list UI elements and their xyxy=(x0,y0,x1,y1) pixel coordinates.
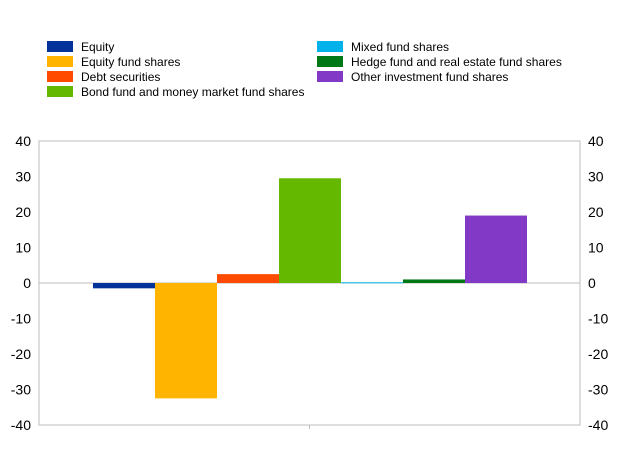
legend-item: Other investment fund shares xyxy=(317,69,508,84)
bar xyxy=(465,215,527,283)
y-tick-label-left: 20 xyxy=(15,204,31,220)
chart-bars xyxy=(93,178,527,399)
y-tick-label-right: -20 xyxy=(588,346,608,362)
y-tick-label-right: 20 xyxy=(588,204,604,220)
y-tick-label-left: 30 xyxy=(15,169,31,185)
bar xyxy=(341,282,403,284)
y-tick-label-right: -10 xyxy=(588,311,608,327)
legend-label: Debt securities xyxy=(81,69,161,84)
y-tick-label-left: 40 xyxy=(15,133,31,149)
bar xyxy=(155,283,217,399)
legend-label: Other investment fund shares xyxy=(351,69,509,84)
legend-item: Debt securities xyxy=(47,69,160,84)
y-tick-label-right: -30 xyxy=(588,382,608,398)
legend-swatch xyxy=(317,56,343,67)
chart-legend: Equity Equity fund shares Debt securities B… xyxy=(47,39,607,103)
legend-swatch xyxy=(47,56,73,67)
bar xyxy=(217,274,279,283)
y-tick-label-right: 10 xyxy=(588,240,604,256)
bar xyxy=(403,279,465,283)
legend-item: Equity fund shares xyxy=(47,54,180,69)
legend-label: Equity xyxy=(81,39,115,54)
legend-item: Hedge fund and real estate fund shares xyxy=(317,54,562,69)
bar xyxy=(279,178,341,283)
legend-swatch xyxy=(47,41,73,52)
y-tick-label-left: -40 xyxy=(11,417,31,433)
y-tick-label-right: 40 xyxy=(588,133,604,149)
legend-label: Bond fund and money market fund shares xyxy=(81,84,305,99)
y-tick-label-right: -40 xyxy=(588,417,608,433)
y-tick-label-left: -10 xyxy=(11,311,31,327)
y-axis-left-ticks: 40 30 20 10 0 -10 -20 -30 -40 xyxy=(11,133,31,433)
legend-item: Equity xyxy=(47,39,114,54)
y-tick-label-right: 0 xyxy=(588,275,596,291)
legend-label: Mixed fund shares xyxy=(351,39,450,54)
y-tick-label-left: 0 xyxy=(23,275,31,291)
legend-swatch xyxy=(317,71,343,82)
legend-item: Mixed fund shares xyxy=(317,39,449,54)
y-tick-label-left: -30 xyxy=(11,382,31,398)
legend-label: Equity fund shares xyxy=(81,54,181,69)
y-axis-right-ticks: 40 30 20 10 0 -10 -20 -30 -40 xyxy=(588,133,608,433)
legend-swatch xyxy=(317,41,343,52)
bar xyxy=(93,283,155,289)
legend-swatch xyxy=(47,86,73,97)
legend-swatch xyxy=(47,71,73,82)
legend-item: Bond fund and money market fund shares xyxy=(47,84,304,99)
legend-label: Hedge fund and real estate fund shares xyxy=(351,54,562,69)
y-tick-label-right: 30 xyxy=(588,169,604,185)
y-tick-label-left: 10 xyxy=(15,240,31,256)
y-tick-label-left: -20 xyxy=(11,346,31,362)
